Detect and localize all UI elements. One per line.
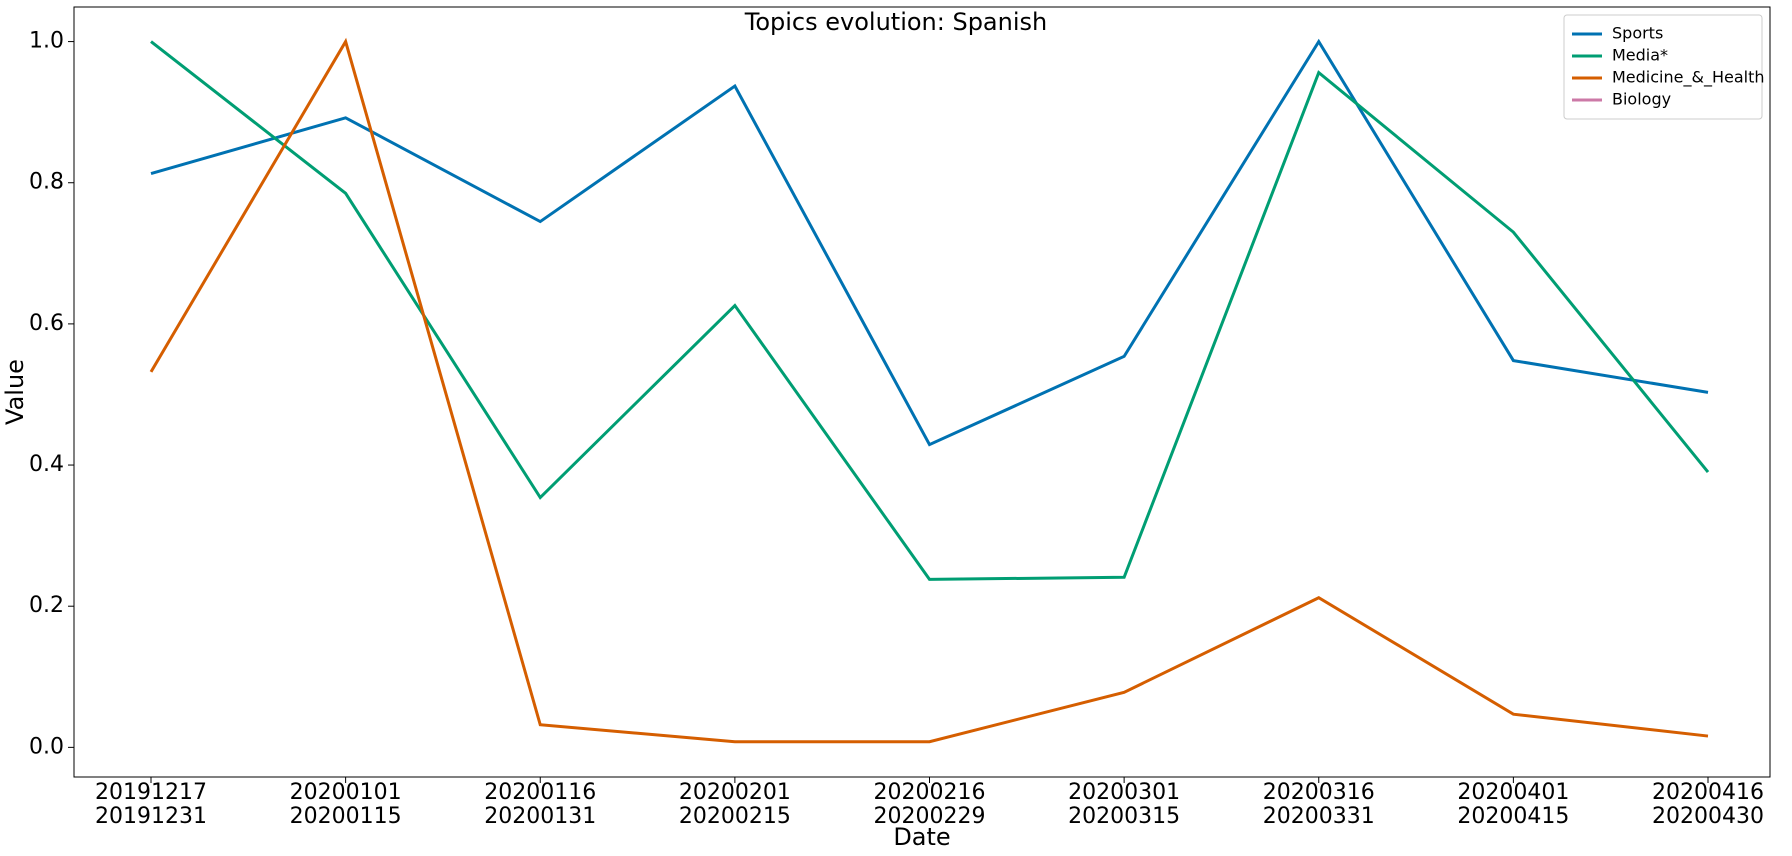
x-axis-label: Date	[893, 823, 950, 851]
x-tick-label: 20200316 20200331	[1262, 780, 1375, 829]
x-tick-label: 20200301 20200315	[1068, 780, 1181, 829]
series-line	[150, 38, 1709, 447]
y-tick-label: 0.0	[29, 734, 64, 759]
x-tick-label: 20200416 20200430	[1652, 780, 1764, 829]
legend-box	[1563, 14, 1763, 120]
plot-frame	[73, 6, 1771, 778]
series-line	[149, 37, 1709, 744]
legend-label: Biology	[1612, 90, 1671, 109]
x-tick-label: 20200401 20200415	[1457, 780, 1570, 829]
legend-label: Medicine_&_Health	[1612, 68, 1765, 88]
legend-label: Sports	[1612, 24, 1663, 43]
y-tick-label: 1.0	[29, 29, 64, 54]
legend-label: Media*	[1612, 46, 1668, 65]
y-tick-label: 0.6	[29, 311, 64, 336]
x-tick-label: 20200201 20200215	[678, 780, 791, 829]
y-tick-label: 0.2	[29, 593, 64, 618]
y-axis-label: Value	[1, 359, 29, 425]
x-tick-label: 20200101 20200115	[289, 780, 402, 829]
x-tick-label: 20200116 20200131	[484, 780, 597, 829]
x-tick-label: 20200216 20200229	[873, 780, 986, 829]
y-tick-label: 0.4	[29, 452, 64, 477]
series-line	[150, 40, 1710, 581]
y-tick-label: 0.8	[29, 170, 64, 195]
x-tick-label: 20191217 20191231	[95, 780, 207, 829]
chart-title: Topics evolution: Spanish	[744, 8, 1047, 36]
